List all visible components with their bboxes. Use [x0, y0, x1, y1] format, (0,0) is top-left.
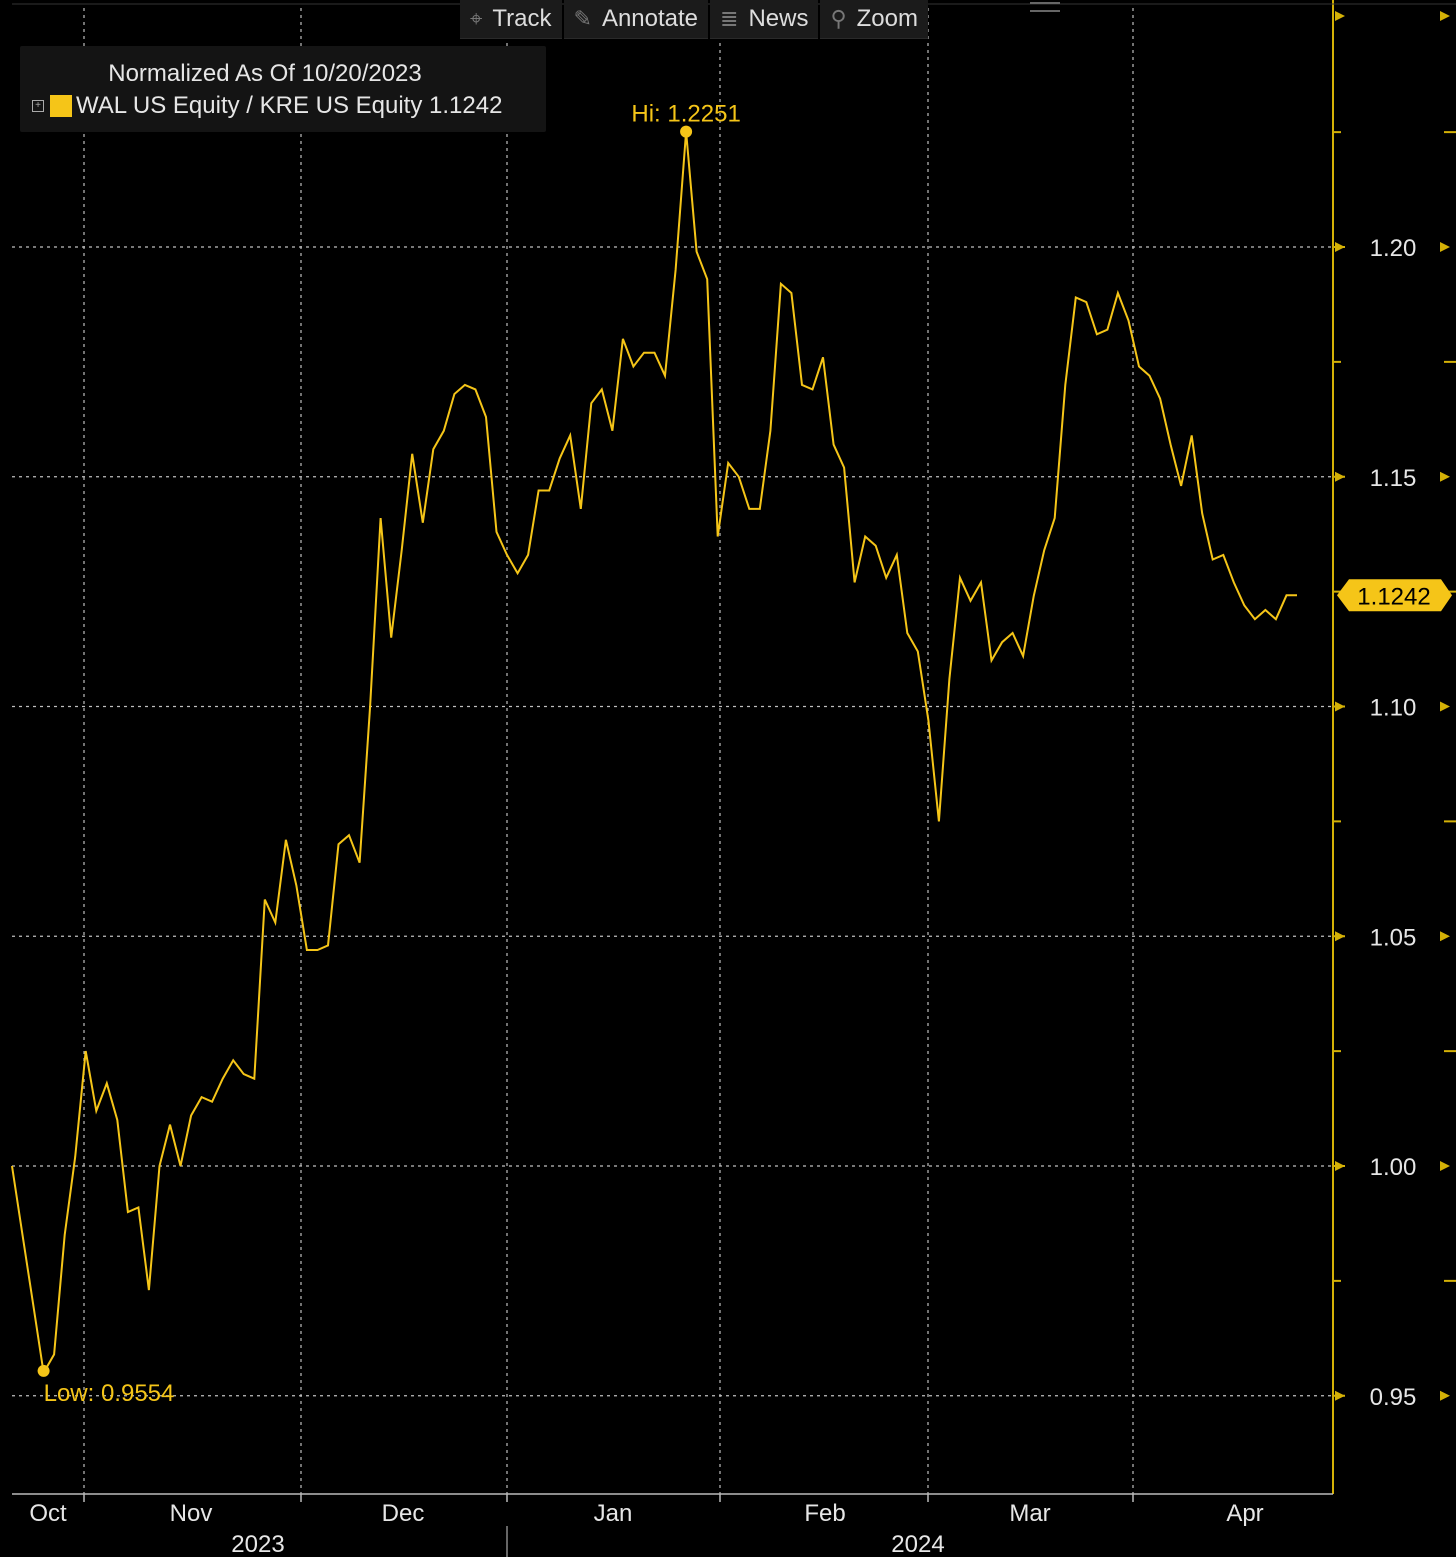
y-tick-label: 1.05	[1370, 924, 1417, 951]
chart-toolbar: ⌖ Track ✎ Annotate ≣ News ⚲ Zoom	[460, 0, 928, 39]
zoom-label: Zoom	[856, 5, 918, 32]
y-tick-arrow-right	[1440, 242, 1450, 252]
expand-icon[interactable]: +	[32, 100, 44, 112]
y-tick-arrow	[1335, 471, 1345, 482]
legend-title: Normalized As Of 10/20/2023	[108, 60, 422, 87]
y-top-arrow	[1335, 11, 1345, 21]
last-value-label: 1.1242	[1357, 583, 1430, 610]
y-tick-arrow	[1335, 931, 1345, 942]
news-label: News	[748, 5, 809, 32]
news-button[interactable]: ≣ News	[710, 0, 819, 39]
x-year-label: 2023	[231, 1531, 284, 1557]
axes	[12, 0, 1456, 1557]
y-tick-label: 1.20	[1370, 235, 1417, 262]
y-tick-label: 0.95	[1370, 1384, 1417, 1411]
annotate-button[interactable]: ✎ Annotate	[563, 0, 709, 39]
x-month-label: Oct	[29, 1500, 67, 1527]
x-month-label: Dec	[382, 1500, 425, 1527]
y-tick-arrow	[1335, 701, 1345, 712]
news-icon: ≣	[720, 6, 739, 31]
y-tick-arrow-right	[1440, 701, 1450, 712]
x-month-label: Mar	[1009, 1500, 1050, 1527]
y-top-arrow-right	[1440, 11, 1450, 21]
drag-handle[interactable]	[1030, 2, 1060, 12]
annotate-label: Annotate	[601, 5, 699, 32]
crosshair-icon: ⌖	[470, 6, 483, 31]
legend-series-row[interactable]: + WAL US Equity / KRE US Equity 1.1242	[32, 92, 502, 120]
y-tick-label: 1.00	[1370, 1154, 1417, 1181]
high-label: Hi: 1.2251	[631, 101, 740, 128]
x-month-label: Apr	[1226, 1500, 1263, 1527]
pencil-icon: ✎	[573, 6, 592, 31]
y-tick-label: 1.15	[1370, 465, 1417, 492]
grid-lines	[12, 8, 1333, 1494]
y-tick-arrow	[1335, 242, 1345, 252]
zoom-button[interactable]: ⚲ Zoom	[820, 0, 928, 39]
track-button[interactable]: ⌖ Track	[460, 0, 562, 39]
y-tick-arrow-right	[1440, 1390, 1450, 1401]
x-month-label: Nov	[170, 1500, 213, 1527]
x-year-label: 2024	[891, 1531, 944, 1557]
track-label: Track	[492, 5, 552, 32]
y-tick-arrow	[1335, 1161, 1345, 1171]
series-color-swatch	[50, 95, 72, 117]
legend-series-label: WAL US Equity / KRE US Equity 1.1242	[76, 92, 503, 119]
y-tick-arrow-right	[1440, 1161, 1450, 1171]
x-month-label: Feb	[804, 1500, 845, 1527]
high-marker	[680, 125, 693, 138]
x-month-label: Jan	[594, 1500, 633, 1527]
y-tick-arrow-right	[1440, 471, 1450, 482]
low-marker	[37, 1364, 50, 1377]
tick-labels: 1.20 1.15 1.10 1.05 1.00 0.95 Oct Nov Dec Jan Feb M…	[29, 235, 1416, 1557]
series-line-wal-kre	[11, 131, 1297, 1376]
y-tick-label: 1.10	[1370, 695, 1417, 722]
y-tick-arrow-right	[1440, 931, 1450, 942]
last-value-tag	[1337, 579, 1452, 612]
extreme-markers: Hi: 1.2251 Low: 0.9554 1.1242	[37, 101, 1452, 1407]
low-label: Low: 0.9554	[44, 1380, 175, 1407]
magnifier-icon: ⚲	[830, 6, 847, 31]
y-tick-arrow	[1335, 1390, 1345, 1401]
chart-legend: Normalized As Of 10/20/2023 + WAL US Equ…	[20, 46, 546, 132]
